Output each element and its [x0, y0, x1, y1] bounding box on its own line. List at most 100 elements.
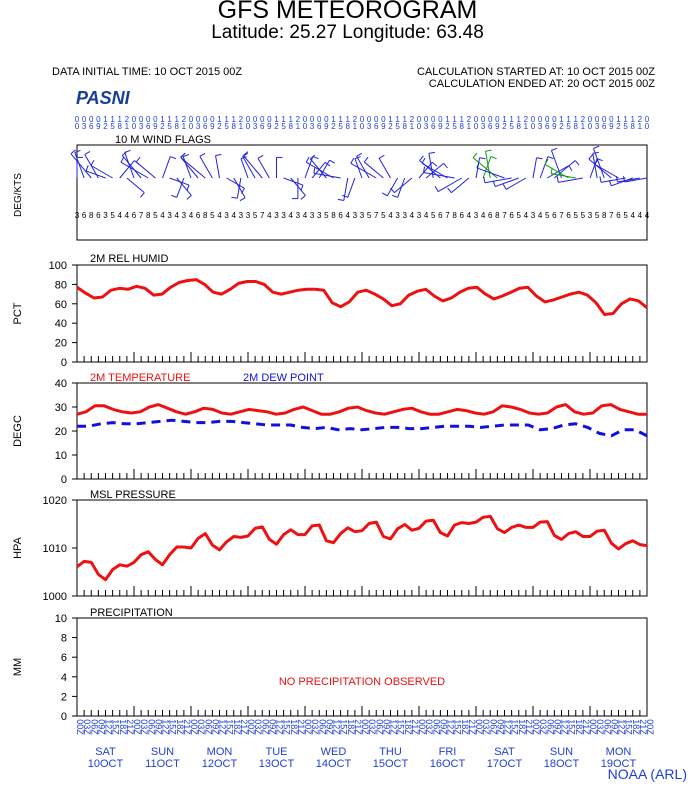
date-label: 19OCT: [601, 758, 637, 770]
top-hour-digit: 0: [381, 115, 386, 124]
wind-speed-label: 8: [495, 211, 500, 220]
top-hour-digit: 0: [431, 115, 436, 124]
wind-speed-label: 3: [274, 211, 279, 220]
wind-barb-feather: [186, 195, 192, 200]
wind-speed-label: 4: [118, 211, 123, 220]
top-hour-digit: 0: [253, 115, 258, 124]
top-hour-digit: 1: [388, 115, 393, 124]
wind-speed-label: 7: [502, 211, 507, 220]
y-tick-label: 80: [55, 279, 67, 291]
day-of-week-label: SUN: [550, 746, 573, 758]
top-hour-digit: 1: [395, 115, 400, 124]
top-hour-digit: 3: [595, 122, 600, 131]
wind-barb: [495, 177, 519, 188]
top-hour-digit: 2: [331, 122, 336, 131]
calc-started: CALCULATION STARTED AT: 10 OCT 2015 00Z: [416, 66, 655, 78]
noaa-credit: NOAA (ARL): [607, 766, 687, 782]
wind-barb-feather: [342, 194, 349, 198]
wind-barb-feather: [476, 162, 480, 169]
top-hour-digit: 0: [267, 115, 272, 124]
top-hour-digit: 0: [75, 115, 80, 124]
bottom-hour-label: 15Z: [225, 719, 235, 735]
bottom-hour-label: 18Z: [118, 719, 128, 735]
wind-barb-feather: [502, 183, 507, 190]
wind-speed-label: 3: [474, 211, 479, 220]
wind-barb: [484, 177, 512, 184]
wind-barb-feather: [135, 157, 141, 163]
wind-speed-label: 6: [509, 211, 514, 220]
top-hour-digit: 0: [132, 115, 137, 124]
bottom-hour-label: 09Z: [96, 719, 106, 735]
wind-speed-label: 4: [267, 211, 272, 220]
top-hour-digit: 0: [531, 115, 536, 124]
top-hour-digit: 1: [509, 115, 514, 124]
temperature-line: [76, 403, 647, 416]
wind-barb-feather: [547, 156, 554, 160]
wind-speed-label: 3: [246, 211, 251, 220]
top-hour-digit: 9: [609, 122, 614, 131]
wind-barb: [505, 177, 527, 190]
wind-speed-label: 4: [638, 211, 643, 220]
top-hour-digit: 5: [452, 122, 457, 131]
top-hour-digit: 6: [545, 122, 550, 131]
y-axis-label: DEG/KTS: [13, 173, 24, 217]
top-hour-digit: 1: [574, 115, 579, 124]
y-tick-label: 1010: [43, 543, 67, 555]
top-hour-digit: 2: [296, 115, 301, 124]
bottom-hour-label: 06Z: [260, 719, 270, 735]
top-hour-digit: 6: [146, 122, 151, 131]
wind-barb-feather: [551, 147, 558, 151]
wind-barb: [532, 157, 538, 179]
wind-barb: [386, 177, 399, 197]
wind-speed-label: 4: [289, 211, 294, 220]
bottom-hour-label: 15Z: [510, 719, 520, 735]
wind-speed-label: 8: [602, 211, 607, 220]
wind-speed-label: 5: [574, 211, 579, 220]
top-hour-digit: 0: [438, 115, 443, 124]
top-hour-digit: 1: [502, 115, 507, 124]
wind-barb: [558, 177, 583, 183]
init-time: DATA INITIAL TIME: 10 OCT 2015 00Z: [52, 66, 243, 78]
bottom-hour-label: 03Z: [538, 719, 548, 735]
top-hour-digit: 5: [623, 122, 628, 131]
wind-barb-feather: [329, 159, 335, 164]
wind-barb-feather: [593, 145, 600, 149]
bottom-hour-label: 06Z: [317, 719, 327, 735]
top-hour-digit: 1: [517, 115, 522, 124]
wind-barb: [437, 177, 463, 193]
wind-barb: [347, 177, 356, 198]
top-hour-digit: 0: [246, 122, 251, 131]
wind-speed-label: 3: [317, 211, 322, 220]
bottom-hour-label: 00Z: [645, 719, 655, 735]
bottom-hour-label: 18Z: [346, 719, 356, 735]
top-hour-digit: 0: [552, 115, 557, 124]
wind-barb: [451, 177, 470, 194]
wind-barb: [176, 177, 192, 196]
top-hour-digit: 6: [203, 122, 208, 131]
date-label: 17OCT: [487, 758, 523, 770]
wind-barb-feather: [215, 154, 222, 157]
wind-speed-label: 5: [431, 211, 436, 220]
bottom-hour-label: 21Z: [638, 719, 648, 735]
wind-speed-label: 3: [310, 211, 315, 220]
bottom-hour-label: 00Z: [189, 719, 199, 735]
bottom-hour-label: 06Z: [203, 719, 213, 735]
page-title: GFS METEOROGRAM: [217, 0, 478, 24]
wind-barb: [394, 177, 413, 194]
y-tick-label: 10: [55, 450, 67, 462]
bottom-hour-label: 06Z: [89, 719, 99, 735]
wind-barb-feather: [556, 176, 559, 183]
wind-speed-label: 3: [360, 211, 365, 220]
top-hour-digit: 2: [524, 115, 529, 124]
top-hour-digit: 0: [645, 115, 650, 124]
wind-barb-feather: [421, 157, 426, 164]
